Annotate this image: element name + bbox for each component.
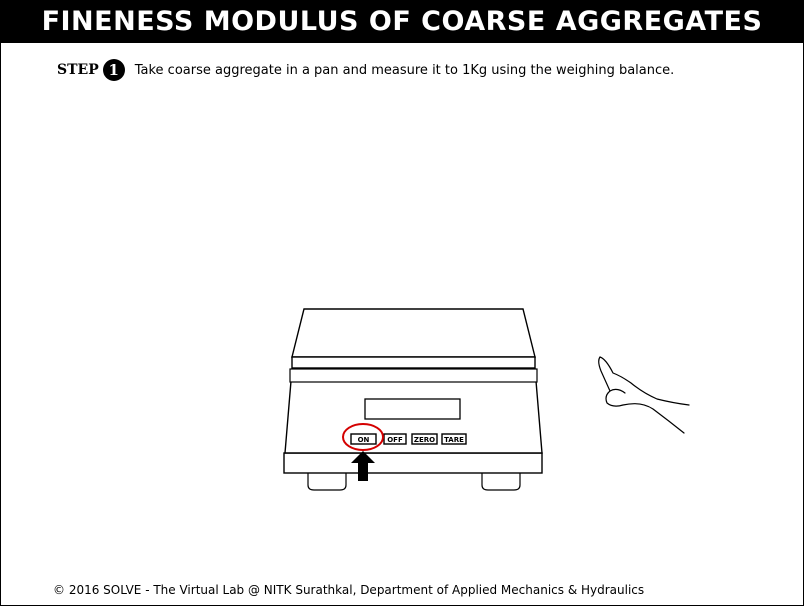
step-label: STEP bbox=[57, 62, 99, 78]
weighing-pan[interactable] bbox=[291, 308, 536, 369]
off-button-label: OFF bbox=[387, 436, 403, 444]
balance-base bbox=[283, 452, 543, 474]
step-instruction: STEP 1 Take coarse aggregate in a pan an… bbox=[57, 57, 674, 83]
on-button-label: ON bbox=[358, 436, 370, 444]
balance-feet bbox=[307, 471, 521, 491]
zero-button[interactable]: ZERO bbox=[411, 433, 438, 445]
arrow-up-icon bbox=[351, 451, 375, 481]
zero-button-label: ZERO bbox=[414, 436, 435, 444]
weighing-balance-scene: ON OFF ZERO TARE bbox=[283, 308, 690, 491]
on-button[interactable]: ON bbox=[350, 433, 377, 445]
page-title: FINENESS MODULUS OF COARSE AGGREGATES bbox=[1, 1, 803, 43]
tare-button[interactable]: TARE bbox=[441, 433, 467, 445]
on-button-highlight-circle bbox=[342, 423, 384, 451]
pointing-hand-icon[interactable] bbox=[598, 356, 690, 434]
footer-credits: © 2016 SOLVE - The Virtual Lab @ NITK Su… bbox=[53, 583, 645, 597]
step-text: Take coarse aggregate in a pan and measu… bbox=[134, 62, 675, 78]
balance-display bbox=[364, 398, 461, 420]
step-number-badge: 1 bbox=[102, 59, 125, 81]
off-button[interactable]: OFF bbox=[383, 433, 407, 445]
tare-button-label: TARE bbox=[444, 436, 464, 444]
balance-neck bbox=[289, 368, 538, 383]
